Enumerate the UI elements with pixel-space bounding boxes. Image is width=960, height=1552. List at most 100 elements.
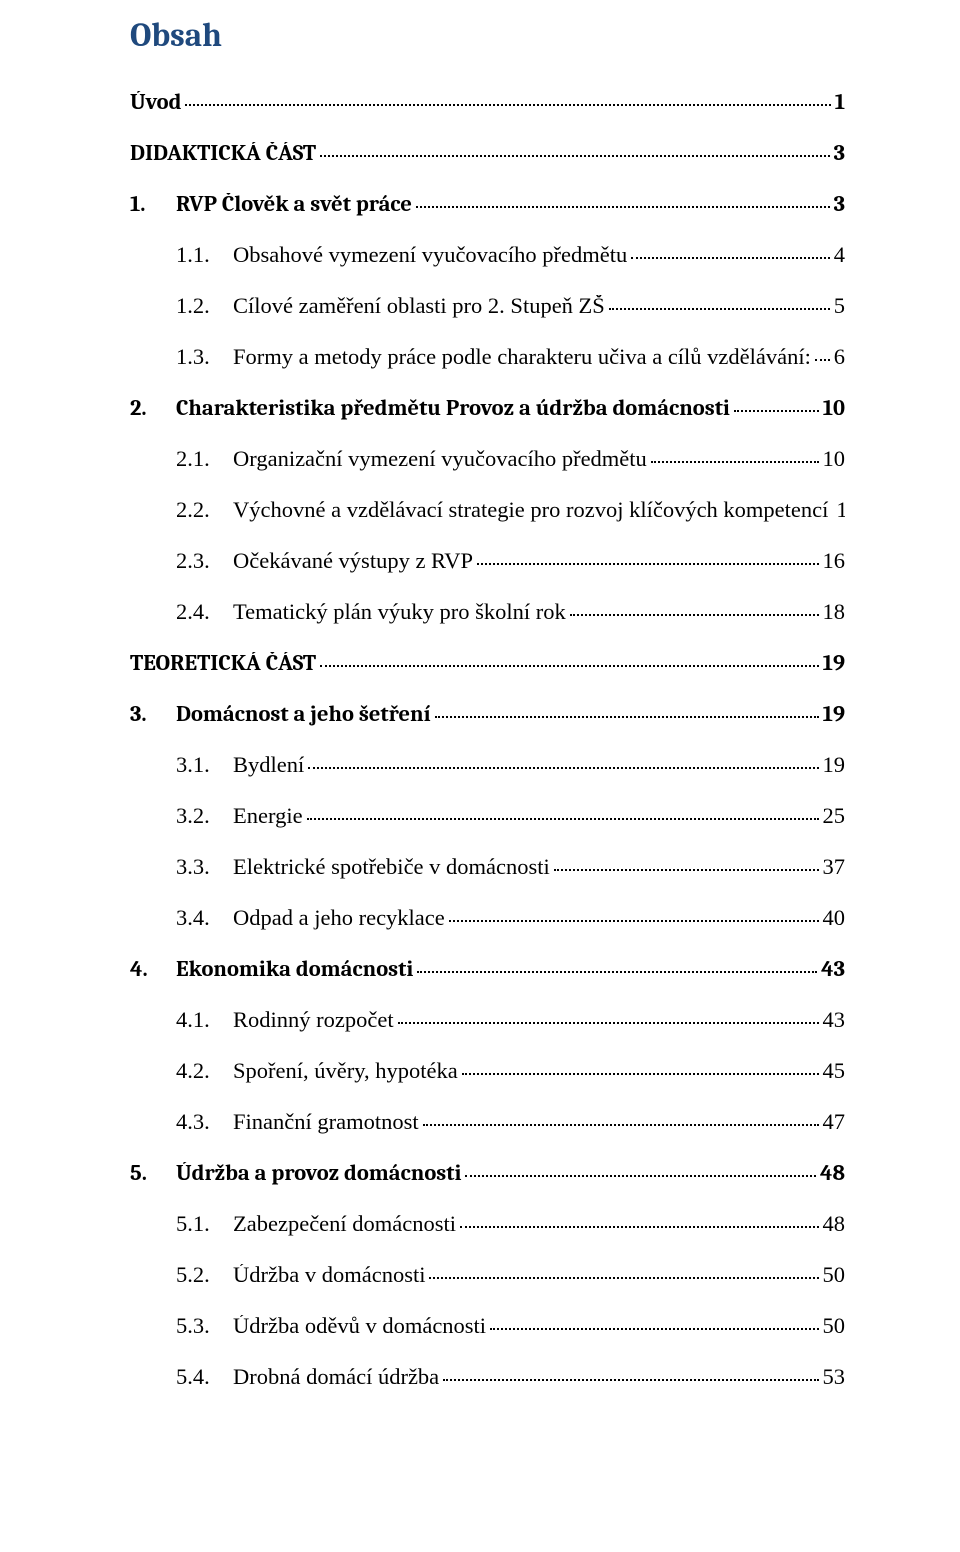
toc-entry-number: 5.3. xyxy=(176,1315,233,1338)
toc-entry-number: 5.1. xyxy=(176,1213,233,1236)
toc-entry-text: RVP Člověk a svět práce xyxy=(176,193,412,216)
toc-entry-number: 3. xyxy=(130,703,176,726)
toc-entry-number: 4.3. xyxy=(176,1111,233,1134)
toc-entry-label: 2.1.Organizační vymezení vyučovacího pře… xyxy=(176,448,647,471)
toc-leader-dots xyxy=(443,1379,818,1381)
toc-entry: 5.Údržba a provoz domácnosti48 xyxy=(130,1162,845,1185)
toc-entry: 2.2.Výchovné a vzdělávací strategie pro … xyxy=(130,499,845,522)
toc-entry: 3.3.Elektrické spotřebiče v domácnosti37 xyxy=(130,856,845,879)
toc-entry: Úvod1 xyxy=(130,91,845,114)
toc-entry-number: 5. xyxy=(130,1162,176,1185)
toc-entry-page: 10 xyxy=(823,448,846,471)
toc-entry-page: 10 xyxy=(823,397,845,420)
toc-entry-label: 2.3.Očekávané výstupy z RVP xyxy=(176,550,473,573)
toc-leader-dots xyxy=(429,1277,818,1279)
toc-entry-number: 1. xyxy=(130,193,176,216)
toc-entry-text: Zabezpečení domácnosti xyxy=(233,1213,456,1236)
toc-entry-text: Formy a metody práce podle charakteru uč… xyxy=(233,346,811,369)
toc-entry-text: Domácnost a jeho šetření xyxy=(176,703,431,726)
toc-entry-number: 3.1. xyxy=(176,754,233,777)
toc-entry: 1.2.Cílové zaměření oblasti pro 2. Stupe… xyxy=(130,295,845,318)
toc-leader-dots xyxy=(320,665,819,667)
toc-entry-label: 2.2.Výchovné a vzdělávací strategie pro … xyxy=(176,499,828,522)
toc-entry-number: 3.3. xyxy=(176,856,233,879)
toc-entry-label: 2.Charakteristika předmětu Provoz a údrž… xyxy=(130,397,730,420)
toc-entry-label: 2.4.Tematický plán výuky pro školní rok xyxy=(176,601,566,624)
toc-entry-page: 45 xyxy=(823,1060,846,1083)
toc-entry-page: 18 xyxy=(823,601,846,624)
toc-entry-page: 48 xyxy=(823,1213,846,1236)
toc-entry-text: Obsahové vymezení vyučovacího předmětu xyxy=(233,244,627,267)
toc-entry-text: Drobná domácí údržba xyxy=(233,1366,439,1389)
toc-entry-number: 2.4. xyxy=(176,601,233,624)
toc-entry-text: Finanční gramotnost xyxy=(233,1111,419,1134)
toc-leader-dots xyxy=(609,308,830,310)
toc-entry-label: 5.4.Drobná domácí údržba xyxy=(176,1366,439,1389)
toc-entry-label: 1.1.Obsahové vymezení vyučovacího předmě… xyxy=(176,244,627,267)
toc-leader-dots xyxy=(398,1022,819,1024)
toc-entry-page: 50 xyxy=(823,1315,846,1338)
toc-entry-page: 19 xyxy=(823,754,846,777)
toc-leader-dots xyxy=(423,1124,819,1126)
toc-leader-dots xyxy=(449,920,819,922)
toc-entry-text: Tematický plán výuky pro školní rok xyxy=(233,601,566,624)
toc-entry-label: 1.2.Cílové zaměření oblasti pro 2. Stupe… xyxy=(176,295,605,318)
toc-entry-page: 4 xyxy=(834,244,845,267)
toc-entry-page: 19 xyxy=(823,703,845,726)
table-of-contents: Úvod1 DIDAKTICKÁ ČÁST3 1.RVP Člověk a svět… xyxy=(130,91,845,1389)
toc-entry-label: 5.3.Údržba oděvů v domácnosti xyxy=(176,1315,486,1338)
toc-entry-page: 6 xyxy=(834,346,845,369)
toc-entry: 1.3.Formy a metody práce podle charakter… xyxy=(130,346,845,369)
toc-entry: 3.2.Energie 25 xyxy=(130,805,845,828)
toc-leader-dots xyxy=(490,1328,818,1330)
toc-entry-number: 5.2. xyxy=(176,1264,233,1287)
toc-entry-text: Spoření, úvěry, hypotéka xyxy=(233,1060,458,1083)
toc-entry-label: 3.4.Odpad a jeho recyklace xyxy=(176,907,445,930)
toc-entry-label: TEORETICKÁ ČÁST xyxy=(130,652,316,675)
toc-leader-dots xyxy=(462,1073,819,1075)
toc-entry: 3.1.Bydlení 19 xyxy=(130,754,845,777)
toc-entry-text: Bydlení xyxy=(233,754,304,777)
toc-entry-label: DIDAKTICKÁ ČÁST xyxy=(130,142,316,165)
toc-entry-text: Odpad a jeho recyklace xyxy=(233,907,445,930)
toc-entry: 4.1.Rodinný rozpočet43 xyxy=(130,1009,845,1032)
toc-entry: 4.2.Spoření, úvěry, hypotéka45 xyxy=(130,1060,845,1083)
toc-leader-dots xyxy=(631,257,830,259)
toc-entry-page: 25 xyxy=(823,805,846,828)
toc-entry-number: 1.2. xyxy=(176,295,233,318)
toc-entry-text: Ekonomika domácnosti xyxy=(176,958,413,981)
toc-entry-label: 5.1.Zabezpečení domácnosti xyxy=(176,1213,456,1236)
toc-entry-text: Výchovné a vzdělávací strategie pro rozv… xyxy=(233,499,828,522)
toc-entry-label: 4.1.Rodinný rozpočet xyxy=(176,1009,394,1032)
toc-entry-text: Úvod xyxy=(130,91,181,114)
toc-entry: 5.4.Drobná domácí údržba53 xyxy=(130,1366,845,1389)
toc-entry-page: 48 xyxy=(820,1162,845,1185)
toc-entry-label: 1.RVP Člověk a svět práce xyxy=(130,193,412,216)
toc-leader-dots xyxy=(320,155,829,157)
toc-entry-page: 16 xyxy=(823,550,846,573)
toc-entry: 2.4.Tematický plán výuky pro školní rok 1… xyxy=(130,601,845,624)
toc-entry-number: 2.1. xyxy=(176,448,233,471)
toc-leader-dots xyxy=(435,716,819,718)
toc-entry-page: 50 xyxy=(823,1264,846,1287)
toc-entry-label: 4.3.Finanční gramotnost xyxy=(176,1111,419,1134)
toc-leader-dots xyxy=(815,359,830,361)
toc-entry-text: Očekávané výstupy z RVP xyxy=(233,550,473,573)
toc-entry-label: 3.Domácnost a jeho šetření xyxy=(130,703,431,726)
toc-leader-dots xyxy=(651,461,819,463)
toc-entry-label: 3.2.Energie xyxy=(176,805,303,828)
toc-entry: 5.1.Zabezpečení domácnosti 48 xyxy=(130,1213,845,1236)
toc-entry: 4.Ekonomika domácnosti43 xyxy=(130,958,845,981)
toc-entry: 2.Charakteristika předmětu Provoz a údrž… xyxy=(130,397,845,420)
toc-entry: 2.1.Organizační vymezení vyučovacího pře… xyxy=(130,448,845,471)
toc-entry: 4.3.Finanční gramotnost47 xyxy=(130,1111,845,1134)
toc-entry-number: 2.2. xyxy=(176,499,233,522)
toc-leader-dots xyxy=(185,104,830,106)
toc-entry: 1.RVP Člověk a svět práce3 xyxy=(130,193,845,216)
toc-entry-label: 1.3.Formy a metody práce podle charakter… xyxy=(176,346,811,369)
toc-entry-text: Charakteristika předmětu Provoz a údržba… xyxy=(176,397,730,420)
toc-leader-dots xyxy=(477,563,818,565)
toc-entry-number: 5.4. xyxy=(176,1366,233,1389)
toc-entry: DIDAKTICKÁ ČÁST3 xyxy=(130,142,845,165)
toc-entry-page: 37 xyxy=(823,856,846,879)
